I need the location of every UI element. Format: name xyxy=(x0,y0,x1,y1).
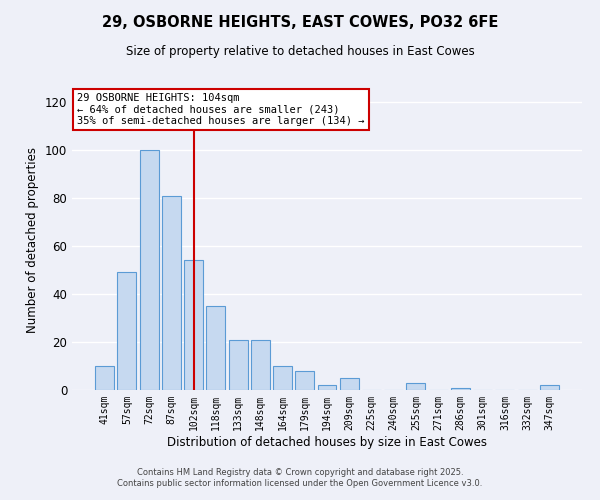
Text: Size of property relative to detached houses in East Cowes: Size of property relative to detached ho… xyxy=(125,45,475,58)
Bar xyxy=(406,383,425,390)
Bar xyxy=(184,260,203,390)
Bar xyxy=(162,196,181,390)
Bar xyxy=(95,366,114,390)
Bar xyxy=(273,366,292,390)
Text: 29 OSBORNE HEIGHTS: 104sqm
← 64% of detached houses are smaller (243)
35% of sem: 29 OSBORNE HEIGHTS: 104sqm ← 64% of deta… xyxy=(77,93,365,126)
Text: Contains HM Land Registry data © Crown copyright and database right 2025.
Contai: Contains HM Land Registry data © Crown c… xyxy=(118,468,482,487)
Text: 29, OSBORNE HEIGHTS, EAST COWES, PO32 6FE: 29, OSBORNE HEIGHTS, EAST COWES, PO32 6F… xyxy=(102,15,498,30)
Bar xyxy=(118,272,136,390)
Y-axis label: Number of detached properties: Number of detached properties xyxy=(26,147,39,333)
Bar xyxy=(206,306,225,390)
Bar xyxy=(251,340,270,390)
Bar xyxy=(317,385,337,390)
Bar xyxy=(451,388,470,390)
Bar xyxy=(540,385,559,390)
Bar xyxy=(140,150,158,390)
Bar xyxy=(340,378,359,390)
Bar xyxy=(229,340,248,390)
Bar xyxy=(295,371,314,390)
X-axis label: Distribution of detached houses by size in East Cowes: Distribution of detached houses by size … xyxy=(167,436,487,448)
